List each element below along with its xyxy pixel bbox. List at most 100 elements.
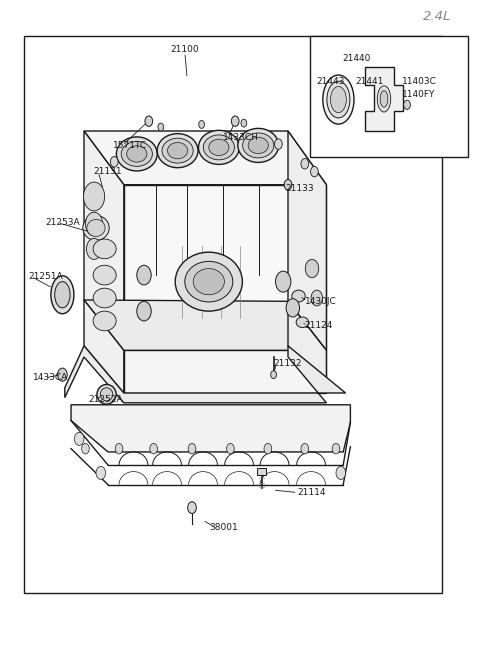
- Ellipse shape: [93, 265, 116, 285]
- Ellipse shape: [248, 137, 268, 153]
- Text: 11403C: 11403C: [402, 77, 437, 86]
- Polygon shape: [65, 346, 346, 403]
- Ellipse shape: [93, 311, 116, 331]
- Circle shape: [115, 443, 123, 454]
- Circle shape: [311, 290, 323, 306]
- Polygon shape: [84, 131, 326, 185]
- Circle shape: [311, 166, 318, 177]
- Ellipse shape: [162, 138, 193, 163]
- Circle shape: [264, 443, 272, 454]
- Ellipse shape: [93, 288, 116, 308]
- Polygon shape: [84, 131, 124, 350]
- Text: 21253A: 21253A: [46, 218, 80, 227]
- Ellipse shape: [116, 137, 157, 171]
- Text: 21114: 21114: [298, 488, 326, 497]
- Ellipse shape: [377, 86, 391, 112]
- Circle shape: [271, 371, 276, 379]
- Circle shape: [145, 116, 153, 126]
- Ellipse shape: [87, 219, 105, 236]
- Ellipse shape: [175, 252, 242, 311]
- Text: 1430JC: 1430JC: [305, 297, 336, 306]
- Text: 21252A: 21252A: [89, 395, 123, 404]
- Text: 1140FY: 1140FY: [402, 90, 436, 99]
- Ellipse shape: [121, 141, 152, 166]
- Circle shape: [284, 179, 292, 190]
- Circle shape: [286, 299, 300, 317]
- Ellipse shape: [93, 239, 116, 259]
- Ellipse shape: [83, 215, 109, 240]
- Text: 21133: 21133: [286, 184, 314, 193]
- Text: 21440: 21440: [342, 54, 371, 64]
- Circle shape: [199, 121, 204, 128]
- Ellipse shape: [323, 75, 354, 124]
- Ellipse shape: [292, 290, 305, 302]
- Ellipse shape: [243, 133, 274, 158]
- Bar: [24, 36, 442, 593]
- Circle shape: [85, 212, 103, 236]
- Circle shape: [332, 443, 340, 454]
- Circle shape: [74, 432, 84, 445]
- Text: 21441: 21441: [355, 77, 384, 86]
- Text: 1571TC: 1571TC: [113, 141, 147, 150]
- Text: 21132: 21132: [274, 359, 302, 368]
- Polygon shape: [84, 300, 326, 350]
- Text: 21131: 21131: [94, 167, 122, 176]
- Circle shape: [110, 157, 118, 167]
- Ellipse shape: [185, 261, 233, 302]
- Circle shape: [150, 443, 157, 454]
- Circle shape: [188, 443, 196, 454]
- Ellipse shape: [193, 269, 225, 295]
- Ellipse shape: [380, 90, 388, 107]
- Text: 21251A: 21251A: [29, 272, 63, 281]
- Circle shape: [84, 182, 105, 211]
- Circle shape: [227, 443, 234, 454]
- Polygon shape: [124, 350, 326, 393]
- Circle shape: [58, 368, 67, 381]
- Ellipse shape: [127, 146, 147, 162]
- Circle shape: [275, 139, 282, 149]
- Polygon shape: [365, 67, 403, 131]
- Ellipse shape: [238, 128, 278, 162]
- Circle shape: [241, 119, 247, 127]
- Polygon shape: [288, 131, 326, 350]
- Ellipse shape: [51, 276, 74, 314]
- Bar: [310, 36, 468, 157]
- Circle shape: [336, 466, 346, 479]
- Ellipse shape: [330, 86, 347, 113]
- Text: 21124: 21124: [305, 321, 333, 330]
- Circle shape: [305, 259, 319, 278]
- Ellipse shape: [209, 140, 229, 156]
- Circle shape: [158, 123, 164, 131]
- Circle shape: [301, 159, 309, 169]
- Ellipse shape: [199, 130, 239, 164]
- Text: 38001: 38001: [209, 523, 238, 532]
- Text: 1433CH: 1433CH: [223, 133, 259, 142]
- Polygon shape: [288, 301, 326, 393]
- Polygon shape: [257, 468, 266, 475]
- Polygon shape: [124, 185, 326, 350]
- Circle shape: [276, 271, 291, 292]
- Ellipse shape: [97, 384, 116, 404]
- Text: 2.4L: 2.4L: [422, 10, 451, 23]
- Circle shape: [188, 502, 196, 514]
- Circle shape: [404, 100, 410, 109]
- Circle shape: [96, 466, 106, 479]
- Ellipse shape: [157, 134, 198, 168]
- Polygon shape: [71, 405, 350, 452]
- Ellipse shape: [168, 143, 188, 159]
- Circle shape: [82, 443, 89, 454]
- Text: 21100: 21100: [170, 45, 199, 54]
- Ellipse shape: [100, 388, 113, 401]
- Circle shape: [301, 443, 309, 454]
- Circle shape: [137, 301, 151, 321]
- Ellipse shape: [327, 81, 350, 118]
- Polygon shape: [84, 300, 124, 393]
- Circle shape: [231, 116, 239, 126]
- Ellipse shape: [204, 135, 234, 160]
- Text: 21443: 21443: [317, 77, 345, 86]
- Circle shape: [137, 265, 151, 285]
- Ellipse shape: [296, 317, 309, 328]
- Ellipse shape: [55, 282, 70, 308]
- Circle shape: [86, 238, 102, 259]
- Text: 1433CA: 1433CA: [33, 373, 68, 383]
